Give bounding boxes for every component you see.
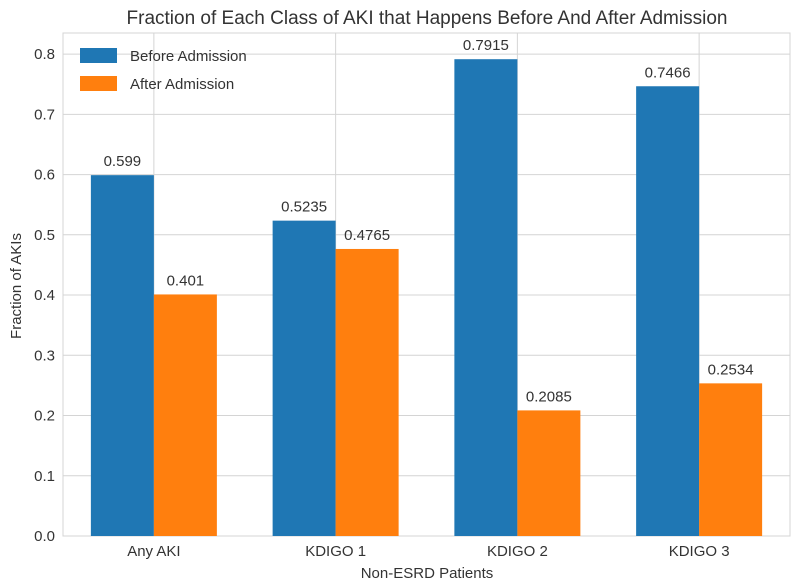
y-tick-label: 0.0 xyxy=(34,528,55,545)
x-tick-label: KDIGO 1 xyxy=(305,543,366,560)
bar xyxy=(517,410,581,536)
chart-title: Fraction of Each Class of AKI that Happe… xyxy=(127,8,728,29)
bar-value-label: 0.2534 xyxy=(708,361,754,378)
y-tick-label: 0.8 xyxy=(34,46,55,63)
bar-value-label: 0.7915 xyxy=(463,37,509,54)
bar xyxy=(153,294,217,536)
x-tick-label: Any AKI xyxy=(127,543,180,560)
bar xyxy=(335,248,399,536)
plot-frame xyxy=(62,32,791,537)
bar xyxy=(90,175,154,536)
y-tick-label: 0.5 xyxy=(34,227,55,244)
bars-group xyxy=(90,59,763,536)
bar xyxy=(699,383,763,536)
y-axis-label: Fraction of AKIs xyxy=(8,233,25,339)
x-axis-ticks: Any AKI KDIGO 1 KDIGO 2 KDIGO 3 xyxy=(127,543,729,560)
bar-value-label: 0.4765 xyxy=(344,227,390,244)
legend-swatch xyxy=(80,76,117,91)
legend-label: After Admission xyxy=(130,76,234,93)
bar xyxy=(454,59,518,536)
value-labels-group: 0.599 0.401 0.5235 0.4765 0.7915 0.2085 0.7466… xyxy=(104,37,754,405)
legend: Before Admission After Admission xyxy=(80,48,247,93)
x-axis-label: Non-ESRD Patients xyxy=(361,565,494,582)
y-tick-label: 0.4 xyxy=(34,287,55,304)
y-tick-label: 0.3 xyxy=(34,347,55,364)
legend-label: Before Admission xyxy=(130,48,247,65)
y-tick-label: 0.7 xyxy=(34,106,55,123)
legend-swatch xyxy=(80,48,117,63)
bar-value-label: 0.599 xyxy=(104,153,142,170)
y-tick-label: 0.2 xyxy=(34,408,55,425)
bar-value-label: 0.7466 xyxy=(645,64,691,81)
x-tick-label: KDIGO 3 xyxy=(669,543,730,560)
bar xyxy=(272,220,336,536)
y-tick-label: 0.1 xyxy=(34,468,55,485)
y-axis-ticks: 0.0 0.1 0.2 0.3 0.4 0.5 0.6 0.7 0.8 xyxy=(34,46,55,545)
bar-value-label: 0.401 xyxy=(167,272,205,289)
bar-value-label: 0.2085 xyxy=(526,388,572,405)
bar xyxy=(636,86,700,536)
bar-value-label: 0.5235 xyxy=(281,199,327,216)
y-tick-label: 0.6 xyxy=(34,167,55,184)
x-tick-label: KDIGO 2 xyxy=(487,543,548,560)
